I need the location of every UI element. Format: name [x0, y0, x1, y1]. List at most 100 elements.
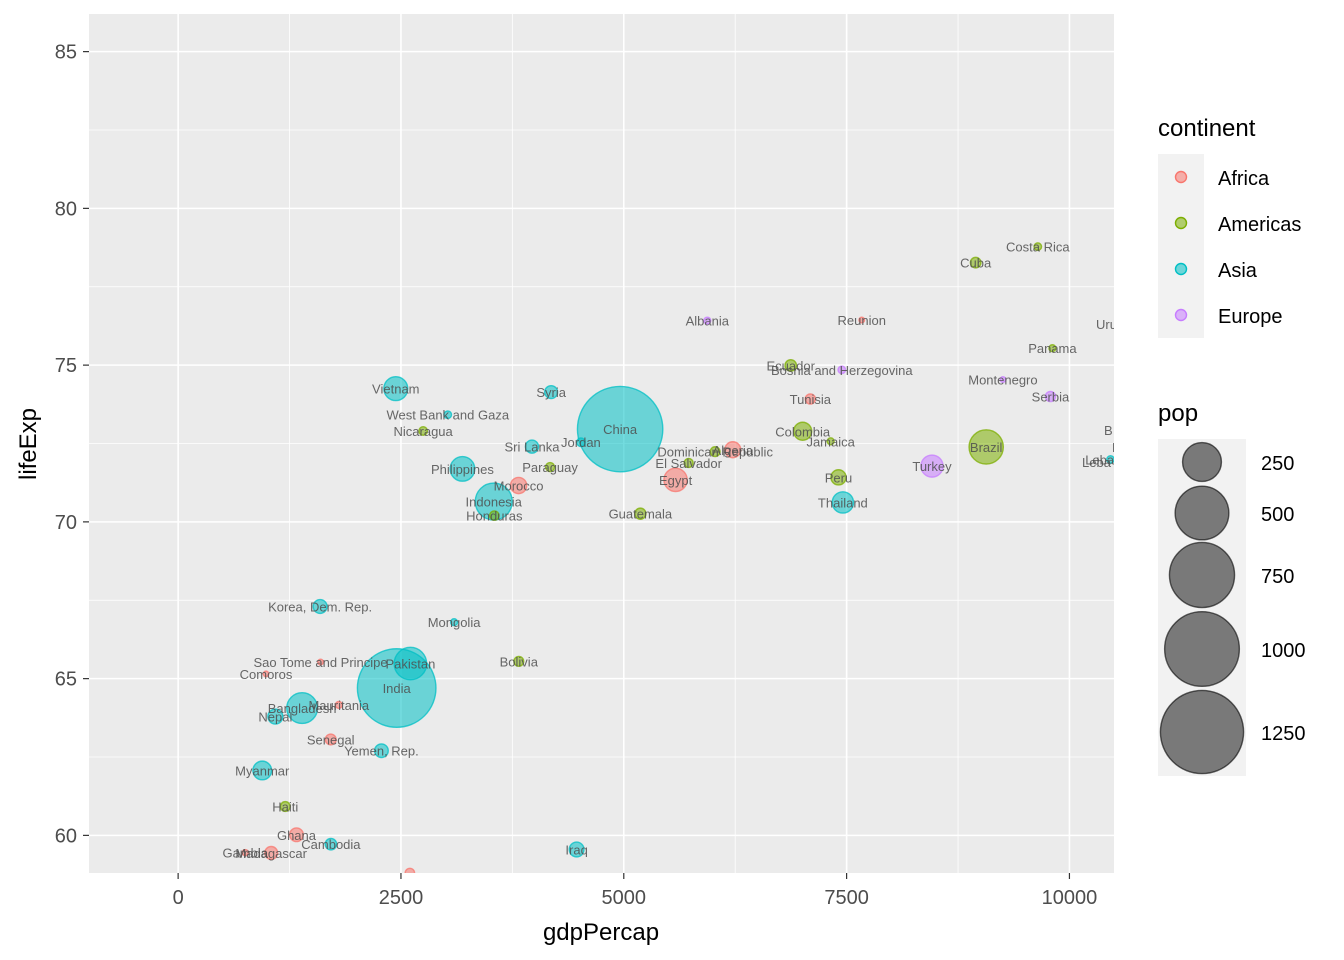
legend-label-americas: Americas [1218, 214, 1301, 236]
point-label: Algeria [713, 443, 754, 458]
data-point [999, 376, 1007, 384]
size-legend-key [1174, 485, 1230, 541]
data-point [288, 827, 305, 843]
data-point [663, 467, 688, 493]
data-point [703, 316, 712, 325]
point-label: Nicaragua [394, 424, 454, 439]
data-point [264, 845, 279, 861]
point-label: Comoros [240, 667, 293, 682]
point-label: Thailand [818, 495, 868, 510]
data-point [312, 598, 328, 615]
data-point [383, 375, 409, 402]
data-point [837, 365, 847, 375]
legend-label-asia: Asia [1218, 260, 1258, 282]
point-label: Cuba [960, 256, 992, 271]
data-point [830, 469, 847, 486]
data-point [241, 848, 250, 857]
x-tick-label: 2500 [379, 887, 424, 909]
legend-label-africa: Africa [1218, 168, 1270, 190]
point-label: Colombia [775, 424, 831, 439]
point-label: Bosnia and Herzegovina [771, 363, 913, 378]
data-point [1048, 344, 1057, 353]
point-label: Myanmar [235, 763, 290, 778]
axes: 0 2500 5000 7500 10000 60 65 70 75 80 85 [55, 42, 1097, 909]
legend-key-asia [1174, 262, 1188, 276]
legend: continent Africa Americas Asia Europe pop 2… [1158, 115, 1306, 776]
size-legend-label: 750 [1261, 566, 1294, 588]
point-label: Madagascar [235, 846, 307, 861]
point-label: Ecuador [767, 358, 816, 373]
data-point [543, 384, 559, 400]
point-label: El Salvador [655, 456, 722, 471]
size-legend-key [1168, 541, 1236, 609]
point-label: Uru [1096, 317, 1117, 332]
data-point [804, 393, 817, 405]
y-axis-title: lifeExp [15, 408, 42, 480]
point-label: Ghana [277, 828, 317, 843]
y-tick-label: 70 [55, 512, 77, 534]
point-label: Bolivia [500, 654, 539, 669]
data-point [969, 256, 982, 269]
data-point [279, 800, 291, 813]
size-legend-label: 500 [1261, 504, 1294, 526]
point-label: Iraq [565, 842, 587, 857]
legend-key-africa [1174, 170, 1188, 184]
x-tick-label: 10000 [1042, 887, 1098, 909]
point-label: Cambodia [301, 837, 361, 852]
data-point [826, 437, 835, 446]
point-label: Paraguay [522, 460, 578, 475]
point-label: Reunion [838, 313, 886, 328]
data-point [449, 455, 476, 482]
data-point [262, 670, 270, 678]
point-label: Jamaica [806, 434, 855, 449]
point-label: Jordan [561, 435, 601, 450]
point-label: Senegal [307, 732, 355, 747]
data-point [418, 425, 429, 436]
point-label: Sao Tome and Principe [253, 655, 387, 670]
size-legend-title: pop [1158, 400, 1198, 427]
point-label: Morocco [494, 479, 544, 494]
point-label: Gambia [222, 846, 268, 861]
y-tick-label: 65 [55, 669, 77, 691]
data-point [373, 743, 389, 759]
y-tick-label: 85 [55, 42, 77, 64]
data-point [831, 491, 855, 514]
data-point [920, 454, 944, 478]
point-label: Pakistan [385, 657, 435, 672]
y-tick-label: 75 [55, 355, 77, 377]
point-label: Leba [1082, 455, 1112, 470]
point-label: Bangladesh [268, 701, 337, 716]
data-point [784, 358, 798, 372]
size-legend-label: 1000 [1261, 640, 1306, 662]
point-label: Montenegro [968, 373, 1037, 388]
data-point [683, 457, 694, 469]
point-label: China [603, 422, 638, 437]
data-point [575, 437, 586, 448]
data-point [544, 461, 556, 473]
point-label: Haiti [272, 800, 298, 815]
data-points [241, 242, 1114, 873]
data-point [709, 446, 721, 458]
point-label: Costa Rica [1006, 240, 1070, 255]
data-point [513, 655, 525, 667]
data-point [724, 441, 742, 459]
data-point [334, 700, 343, 710]
data-point [858, 316, 866, 324]
point-label: Nepal [258, 710, 292, 725]
point-label: Indonesia [466, 494, 523, 509]
data-point [509, 476, 528, 495]
color-legend-key-background [1158, 154, 1204, 338]
data-point [968, 429, 1005, 465]
size-legend-label: 1250 [1261, 723, 1306, 745]
point-label: Peru [825, 470, 852, 485]
size-legend-key [1159, 689, 1245, 775]
point-label: Serbia [1032, 389, 1070, 404]
data-point [568, 841, 585, 858]
data-point [404, 867, 416, 873]
data-point [443, 410, 453, 420]
data-point [317, 658, 325, 666]
data-point [634, 507, 647, 521]
data-point [267, 708, 284, 725]
data-point [576, 385, 664, 473]
